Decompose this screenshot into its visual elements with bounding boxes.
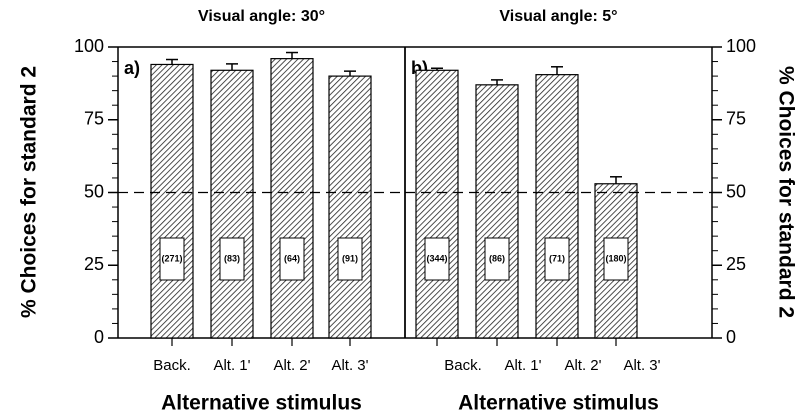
bar	[328, 75, 372, 339]
y-tick-label: 0	[94, 327, 104, 347]
y-tick-label: 100	[74, 36, 104, 56]
x-axis-label: Alternative stimulus	[458, 392, 659, 415]
bar	[210, 69, 254, 339]
count-label: (344)	[426, 253, 447, 263]
x-tick-label: Alt. 1'	[213, 357, 250, 374]
count-label: (83)	[224, 253, 240, 263]
count-label: (86)	[489, 253, 505, 263]
panel-title: Visual angle: 30°	[198, 8, 325, 25]
y-tick-label: 50	[84, 181, 104, 201]
x-tick-label: Alt. 3'	[331, 357, 368, 374]
count-box	[544, 237, 570, 281]
x-axis-label: Alternative stimulus	[161, 392, 362, 415]
y-tick-label: 25	[84, 254, 104, 274]
x-tick-label: Alt. 1'	[504, 357, 541, 374]
bar	[270, 58, 314, 339]
count-box	[603, 237, 629, 281]
count-box	[159, 237, 185, 281]
count-box	[279, 237, 305, 281]
y-tick-label: 75	[84, 109, 104, 129]
count-label: (71)	[549, 253, 565, 263]
y-tick-label: 0	[726, 327, 736, 347]
count-label: (271)	[161, 253, 182, 263]
bar	[415, 69, 459, 339]
count-label: (64)	[284, 253, 300, 263]
count-label: (180)	[605, 253, 626, 263]
count-box	[219, 237, 245, 281]
x-tick-label: Back.	[153, 357, 191, 374]
count-box	[424, 237, 450, 281]
y-axis-label: % Choices for standard 2	[774, 66, 797, 318]
y-tick-label: 100	[726, 36, 756, 56]
count-label: (91)	[342, 253, 358, 263]
panel-title: Visual angle: 5°	[499, 8, 617, 25]
x-tick-label: Alt. 2'	[564, 357, 601, 374]
bar	[150, 63, 194, 339]
x-tick-label: Alt. 2'	[273, 357, 310, 374]
y-tick-label: 75	[726, 109, 746, 129]
panel-label: a)	[124, 58, 140, 78]
y-tick-label: 25	[726, 254, 746, 274]
x-tick-label: Alt. 3'	[623, 357, 660, 374]
bar	[475, 84, 519, 339]
y-axis-label: % Choices for standard 2	[18, 66, 41, 318]
x-tick-label: Back.	[444, 357, 482, 374]
count-box	[484, 237, 510, 281]
count-box	[337, 237, 363, 281]
y-tick-label: 50	[726, 181, 746, 201]
bar	[535, 74, 579, 339]
